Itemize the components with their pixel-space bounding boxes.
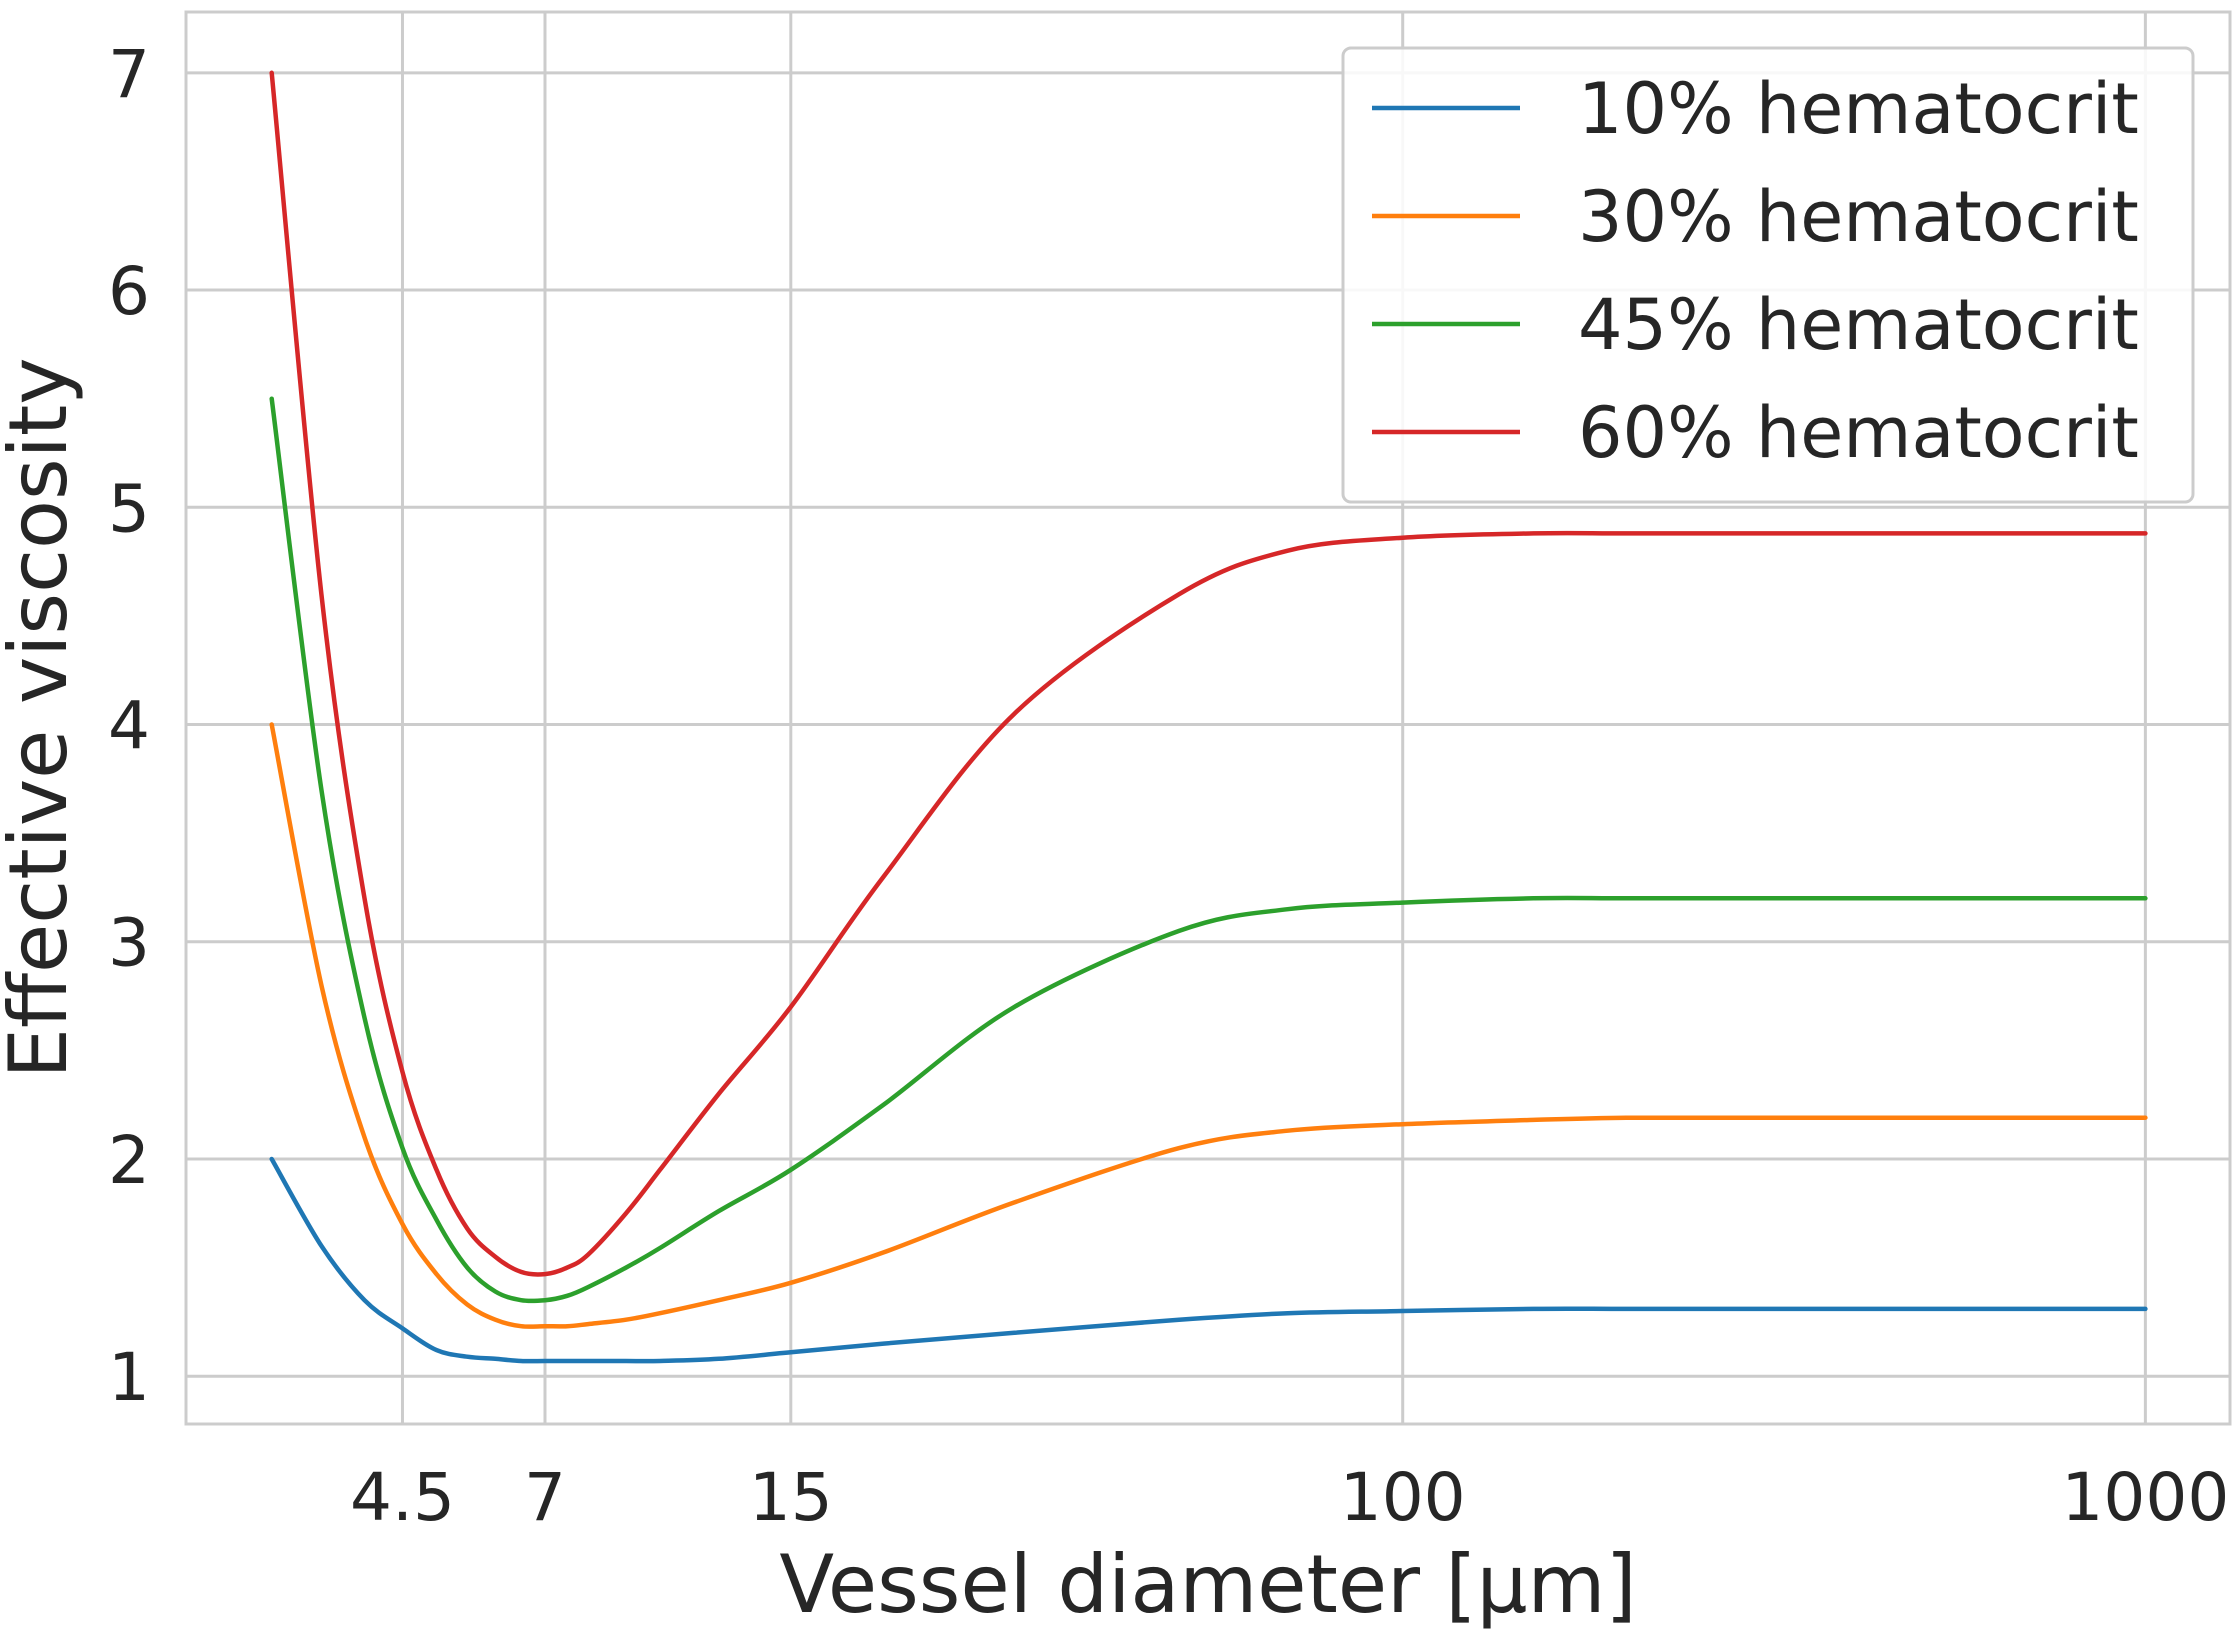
legend-label-10-hematocrit: 10% hematocrit: [1578, 68, 2139, 150]
x-tick-label: 4.5: [350, 1459, 455, 1536]
series-lines: [269, 70, 2148, 1364]
legend-label-60-hematocrit: 60% hematocrit: [1578, 392, 2139, 474]
x-tick-label: 7: [524, 1459, 566, 1536]
y-tick-label: 3: [108, 905, 150, 982]
y-axis-label: Effective viscosity: [0, 357, 85, 1078]
y-tick-label: 7: [108, 36, 150, 113]
y-tick-label: 1: [108, 1339, 150, 1416]
legend-label-30-hematocrit: 30% hematocrit: [1578, 176, 2139, 258]
series-line-10-hematocrit: [269, 1156, 2148, 1364]
series-line-45-hematocrit: [269, 396, 2148, 1304]
series-line-60-hematocrit: [269, 70, 2148, 1277]
y-tick-label: 6: [108, 253, 150, 330]
tick-labels: 4.5 7 15 100 1000 1 2 3 4 5 6 7: [108, 36, 2229, 1536]
legend-box: [1341, 46, 2195, 504]
x-axis-label: Vessel diameter [μm]: [779, 1538, 1636, 1631]
plot-frame: [184, 10, 2232, 1426]
x-tick-label: 15: [749, 1459, 833, 1536]
y-tick-label: 4: [108, 688, 150, 765]
x-tick-label: 1000: [2061, 1459, 2229, 1536]
grid: [186, 12, 2230, 1424]
series-line-30-hematocrit: [269, 722, 2148, 1329]
legend-label-45-hematocrit: 45% hematocrit: [1578, 284, 2139, 366]
y-tick-label: 5: [108, 470, 150, 547]
x-tick-label: 100: [1340, 1459, 1466, 1536]
legend: 10% hematocrit 30% hematocrit 45% hematocr…: [1341, 46, 2195, 504]
y-tick-label: 2: [108, 1122, 150, 1199]
